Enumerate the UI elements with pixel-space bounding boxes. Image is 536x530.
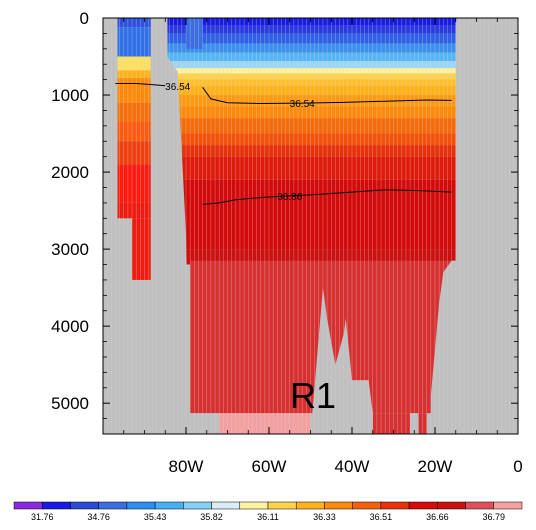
colorbar-box (267, 501, 297, 510)
field-cell (117, 164, 153, 203)
contour-line (202, 87, 452, 105)
field-cell (167, 85, 456, 96)
field-cell (117, 102, 153, 122)
field-cell (167, 145, 456, 157)
colorbar-label: 36.11 (257, 512, 279, 522)
field-cell (167, 106, 456, 119)
field-cell (167, 33, 456, 44)
field-cell (167, 25, 456, 34)
colorbar-box (126, 501, 156, 510)
east-wall (455, 18, 518, 434)
field-cell (117, 141, 153, 165)
colorbar-box (380, 501, 410, 510)
colorbar-label: 36.66 (426, 512, 449, 522)
field-cell (167, 73, 456, 80)
field-cell (117, 70, 153, 79)
field-cell (167, 79, 456, 86)
colorbar-label: 31.76 (31, 512, 54, 522)
field-cell (167, 95, 456, 107)
colorbar-box (98, 501, 128, 510)
colorbar-box (493, 501, 523, 510)
contour-label: 36.86 (277, 192, 302, 203)
field-cell (117, 122, 153, 142)
colorbar-label: 35.43 (144, 512, 167, 522)
colorbar-box (183, 501, 212, 510)
y-tick-label: 4000 (51, 317, 89, 336)
colorbar-label: 36.51 (370, 512, 393, 522)
field-cell (167, 52, 456, 62)
field-cell (132, 218, 153, 280)
field-cell (167, 118, 456, 134)
y-tick-label: 2000 (51, 163, 89, 182)
field-cell (117, 18, 153, 28)
y-tick-label: 5000 (51, 394, 89, 413)
field-cell (167, 179, 456, 250)
contour-label: 36.54 (290, 99, 315, 110)
axes: 0 1000 2000 3000 4000 5000 80W 60W 40W 20W 0 (51, 9, 523, 476)
field-cell (117, 78, 153, 103)
panel-label: R1 (290, 375, 336, 416)
colorbar-box (324, 501, 353, 510)
contour-line (115, 82, 166, 87)
colorbar-box (239, 501, 269, 510)
x-tick-label: 20W (418, 457, 453, 476)
field-cell (117, 27, 153, 57)
colorbar-box (437, 501, 466, 510)
colorbar-box (41, 501, 71, 510)
field-cell (167, 61, 456, 69)
colorbar-box (408, 501, 438, 510)
contour-label: 36.54 (165, 82, 190, 93)
salinity-field (103, 18, 518, 434)
colorbar-box (211, 501, 241, 510)
colorbar-label: 36.33 (313, 512, 336, 522)
y-tick-label: 0 (80, 9, 89, 28)
colorbar-box (70, 501, 99, 510)
field-cell (117, 56, 153, 71)
colorbar-box (295, 501, 325, 510)
x-tick-label: 60W (252, 457, 287, 476)
field-cell (167, 43, 456, 53)
contour-lines: 36.54 36.54 36.86 (115, 82, 452, 205)
field-cell (372, 413, 411, 434)
field-cell (167, 68, 456, 74)
colorbar-box (13, 501, 43, 510)
ridge (150, 18, 162, 288)
x-tick-label: 40W (335, 457, 370, 476)
field-cell (117, 202, 153, 219)
y-tick-label: 3000 (51, 240, 89, 259)
mid-ocean-ridge (310, 287, 373, 434)
colorbar-box (352, 501, 382, 510)
colorbar-box (154, 501, 184, 510)
colorbar-label: 36.79 (483, 512, 506, 522)
x-tick-label: 0 (513, 457, 522, 476)
contour-line (202, 189, 452, 205)
x-tick-label: 80W (169, 457, 204, 476)
colorbar-label: 35.82 (200, 512, 223, 522)
field-cell (167, 133, 456, 146)
field-cell (167, 156, 456, 180)
y-tick-label: 1000 (51, 86, 89, 105)
field-cell (167, 18, 456, 26)
colorbar-label: 34.76 (87, 512, 110, 522)
colorbar: 31.76 34.76 35.43 35.82 36.11 36.33 36.51 36.66… (13, 501, 523, 522)
colorbar-box (465, 501, 495, 510)
west-slope (161, 18, 191, 434)
